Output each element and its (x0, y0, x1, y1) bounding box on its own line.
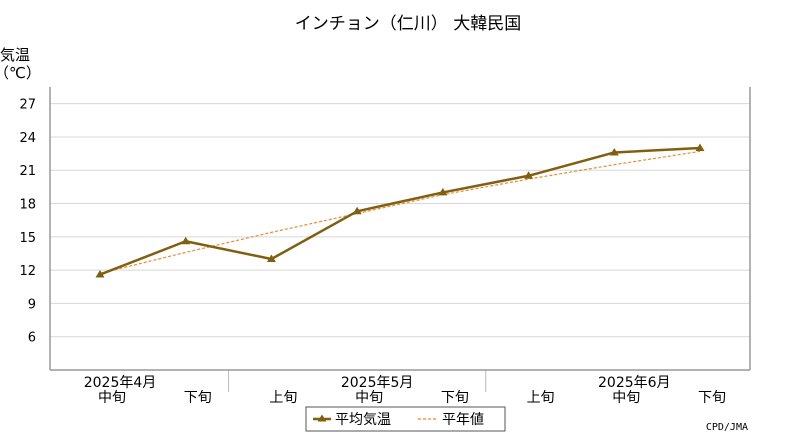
x-tick-label: 上旬 (269, 390, 297, 406)
data-point-mean (524, 171, 534, 179)
y-tick-label: 12 (19, 264, 36, 279)
series-line-normal (99, 150, 701, 275)
y-tick-label: 27 (19, 98, 36, 113)
x-tick-label: 下旬 (184, 390, 212, 406)
x-tick-label: 中旬 (355, 390, 383, 406)
data-point-mean (95, 270, 105, 278)
series-line-mean (99, 146, 701, 276)
y-axis-label: 気温 (0, 46, 30, 64)
data-point-mean (609, 147, 619, 156)
plot-area (50, 87, 750, 370)
x-month-label: 2025年6月 (598, 375, 671, 391)
y-tick-label: 6 (28, 331, 36, 346)
y-axis-unit: （℃） (0, 64, 41, 82)
legend-marker-mean (317, 414, 327, 422)
source-credit: CPD/JMA (706, 422, 748, 433)
x-tick-label: 中旬 (612, 390, 640, 406)
x-tick-label: 下旬 (441, 390, 469, 406)
legend-label-mean: 平均気温 (335, 412, 391, 428)
y-tick-label: 9 (28, 297, 36, 312)
x-tick-label: 中旬 (98, 390, 126, 406)
y-tick-label: 21 (19, 164, 36, 179)
data-point-mean (266, 254, 276, 263)
y-tick-label: 24 (19, 131, 36, 146)
x-tick-label: 上旬 (527, 390, 555, 406)
data-point-mean (352, 206, 362, 215)
chart-title: インチョン（仁川） 大韓民国 (295, 14, 521, 34)
data-point-mean (695, 143, 705, 152)
x-month-label: 2025年4月 (84, 375, 157, 391)
legend: 平均気温 平年値 (305, 406, 506, 432)
x-month-label: 2025年5月 (341, 375, 414, 391)
legend-box (305, 406, 506, 432)
y-tick-label: 15 (19, 231, 36, 246)
legend-label-normal: 平年値 (442, 412, 484, 428)
x-tick-label: 下旬 (698, 390, 726, 406)
data-point-mean (438, 187, 448, 196)
data-point-mean (181, 236, 191, 245)
y-tick-label: 18 (19, 198, 36, 213)
